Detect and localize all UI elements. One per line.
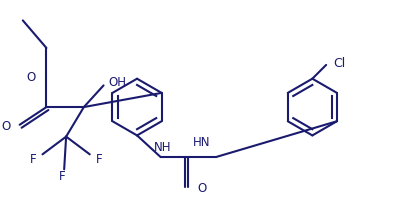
Text: F: F: [96, 153, 102, 166]
Text: NH: NH: [154, 141, 171, 154]
Text: Cl: Cl: [333, 57, 346, 70]
Text: F: F: [30, 153, 37, 166]
Text: O: O: [2, 120, 11, 133]
Text: OH: OH: [108, 76, 126, 89]
Text: HN: HN: [193, 136, 211, 149]
Text: O: O: [197, 182, 206, 195]
Text: F: F: [59, 170, 65, 183]
Text: O: O: [26, 71, 36, 84]
